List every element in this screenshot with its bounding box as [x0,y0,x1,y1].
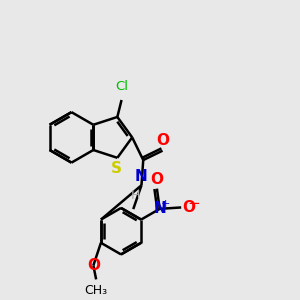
Text: N: N [135,169,148,184]
Text: CH₃: CH₃ [85,284,108,297]
Text: O: O [87,258,100,273]
Text: Cl: Cl [115,80,128,93]
Text: O: O [183,200,196,215]
Text: S: S [110,161,122,176]
Text: −: − [188,196,200,211]
Text: O: O [156,134,169,148]
Text: O: O [150,172,164,187]
Text: H: H [130,190,140,202]
Text: N: N [153,201,166,216]
Text: +: + [161,199,171,209]
